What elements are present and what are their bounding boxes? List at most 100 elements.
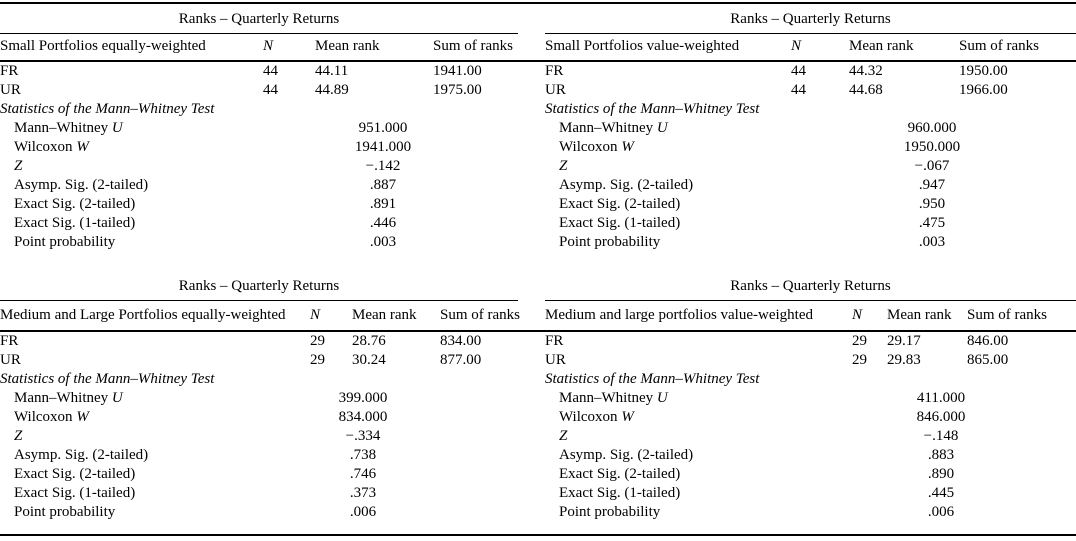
stat-label-text: Exact Sig. (1-tailed) xyxy=(14,215,136,231)
stat-symbol: Z xyxy=(559,428,568,444)
stat-value: −.067 xyxy=(914,158,950,174)
stat-symbol: Z xyxy=(559,158,568,174)
stat-label: Point probability xyxy=(14,234,115,250)
stat-value: 951.000 xyxy=(358,120,408,136)
stat-row: Point probability .003 xyxy=(545,233,1076,252)
stat-symbol: W xyxy=(76,409,89,425)
stat-label: Z xyxy=(14,428,22,444)
stat-symbol: U xyxy=(111,390,123,406)
stat-value: .445 xyxy=(927,485,955,501)
stat-label: Exact Sig. (2-tailed) xyxy=(14,196,135,212)
stat-row: Z −.148 xyxy=(545,427,1076,446)
stat-value: −.148 xyxy=(923,428,959,444)
stat-label-text: Exact Sig. (1-tailed) xyxy=(559,485,681,501)
stat-value: .890 xyxy=(927,466,955,482)
stat-value: .373 xyxy=(349,485,377,501)
stat-label-text: Point probability xyxy=(14,234,116,250)
header-n: N xyxy=(263,38,274,54)
stat-value: .003 xyxy=(369,234,397,250)
stat-label: Exact Sig. (1-tailed) xyxy=(559,215,680,231)
cell-mean-rank: 30.24 xyxy=(352,352,386,368)
stat-label: Point probability xyxy=(559,504,660,520)
stat-label: Z xyxy=(559,158,567,174)
stat-row: Z −.067 xyxy=(545,157,1076,176)
header-rule-bottom-tables xyxy=(0,330,1076,332)
table-row: UR 44 44.89 1975.00 xyxy=(0,81,518,100)
stat-label-text: Mann–Whitney xyxy=(14,390,112,406)
stat-value: 834.000 xyxy=(338,409,388,425)
title-divider xyxy=(545,300,1076,301)
stat-row: Exact Sig. (2-tailed) .891 xyxy=(0,195,518,214)
table-row: UR 29 30.24 877.00 xyxy=(0,351,518,370)
stat-value: .947 xyxy=(918,177,946,193)
header-sum-of-ranks: Sum of ranks xyxy=(967,307,1047,323)
stat-label: Wilcoxon W xyxy=(559,409,634,425)
stat-value: 846.000 xyxy=(916,409,966,425)
table-medium-large-portfolios-equally-weighted: Ranks – Quarterly Returns Medium and Lar… xyxy=(0,270,520,522)
header-mean-rank: Mean rank xyxy=(849,38,914,54)
stat-value: .446 xyxy=(369,215,397,231)
title-divider xyxy=(0,300,518,301)
table-small-portfolios-value-weighted: Ranks – Quarterly Returns Small Portfoli… xyxy=(545,0,1076,252)
stat-label: Z xyxy=(559,428,567,444)
stat-label: Wilcoxon W xyxy=(14,409,89,425)
stat-label: Exact Sig. (1-tailed) xyxy=(14,485,135,501)
table-row: FR 29 29.17 846.00 xyxy=(545,332,1076,351)
stat-label: Asymp. Sig. (2-tailed) xyxy=(14,447,148,463)
stat-row: Point probability .006 xyxy=(0,503,518,522)
table-title: Ranks – Quarterly Returns xyxy=(178,278,340,294)
stat-row: Exact Sig. (1-tailed) .373 xyxy=(0,484,518,503)
stat-row: Point probability .006 xyxy=(545,503,1076,522)
cell-sum-of-ranks: 834.00 xyxy=(440,333,482,349)
stat-label-text: Point probability xyxy=(559,234,661,250)
stat-value: 1941.000 xyxy=(354,139,412,155)
row-label: UR xyxy=(0,82,21,98)
stat-symbol: U xyxy=(656,120,668,136)
stat-value: .006 xyxy=(349,504,377,520)
row-label: FR xyxy=(0,333,19,349)
header-mean-rank: Mean rank xyxy=(315,38,380,54)
table-title: Ranks – Quarterly Returns xyxy=(178,11,340,27)
row-label: UR xyxy=(0,352,21,368)
cell-n: 44 xyxy=(263,82,278,98)
cell-n: 44 xyxy=(263,63,278,79)
cell-sum-of-ranks: 1950.00 xyxy=(959,63,1008,79)
stat-label: Wilcoxon W xyxy=(14,139,89,155)
stat-label: Exact Sig. (2-tailed) xyxy=(559,466,680,482)
stat-label-text: Wilcoxon xyxy=(14,139,77,155)
stat-value: .746 xyxy=(349,466,377,482)
title-divider xyxy=(0,33,518,34)
stat-value: .006 xyxy=(927,504,955,520)
cell-sum-of-ranks: 1941.00 xyxy=(433,63,482,79)
stat-label: Exact Sig. (2-tailed) xyxy=(14,466,135,482)
stat-row: Exact Sig. (2-tailed) .746 xyxy=(0,465,518,484)
stat-label-text: Asymp. Sig. (2-tailed) xyxy=(14,447,149,463)
stat-symbol: Z xyxy=(14,158,23,174)
stat-symbol: Z xyxy=(14,428,23,444)
stat-label: Exact Sig. (1-tailed) xyxy=(14,215,135,231)
header-sum-of-ranks: Sum of ranks xyxy=(440,307,520,323)
header-group-label: Medium and Large Portfolios equally-weig… xyxy=(0,307,286,323)
row-label: UR xyxy=(545,82,566,98)
stat-value: .738 xyxy=(349,447,377,463)
stat-label-text: Exact Sig. (2-tailed) xyxy=(14,196,136,212)
stat-label: Mann–Whitney U xyxy=(559,120,668,136)
stat-label: Asymp. Sig. (2-tailed) xyxy=(559,177,693,193)
stat-value: −.142 xyxy=(365,158,401,174)
stats-section-title: Statistics of the Mann–Whitney Test xyxy=(0,101,215,117)
stat-row: Exact Sig. (1-tailed) .475 xyxy=(545,214,1076,233)
stat-label: Mann–Whitney U xyxy=(559,390,668,406)
row-label: FR xyxy=(545,63,564,79)
stat-label: Exact Sig. (2-tailed) xyxy=(559,196,680,212)
stat-label-text: Exact Sig. (2-tailed) xyxy=(14,466,136,482)
cell-sum-of-ranks: 846.00 xyxy=(967,333,1009,349)
stats-section-title: Statistics of the Mann–Whitney Test xyxy=(0,371,215,387)
stat-label-text: Mann–Whitney xyxy=(559,390,657,406)
header-n: N xyxy=(310,307,321,323)
cell-mean-rank: 29.17 xyxy=(887,333,921,349)
stat-row: Asymp. Sig. (2-tailed) .883 xyxy=(545,446,1076,465)
stat-row: Asymp. Sig. (2-tailed) .887 xyxy=(0,176,518,195)
stat-label-text: Wilcoxon xyxy=(559,409,622,425)
stat-value: −.334 xyxy=(345,428,381,444)
header-n: N xyxy=(852,307,863,323)
